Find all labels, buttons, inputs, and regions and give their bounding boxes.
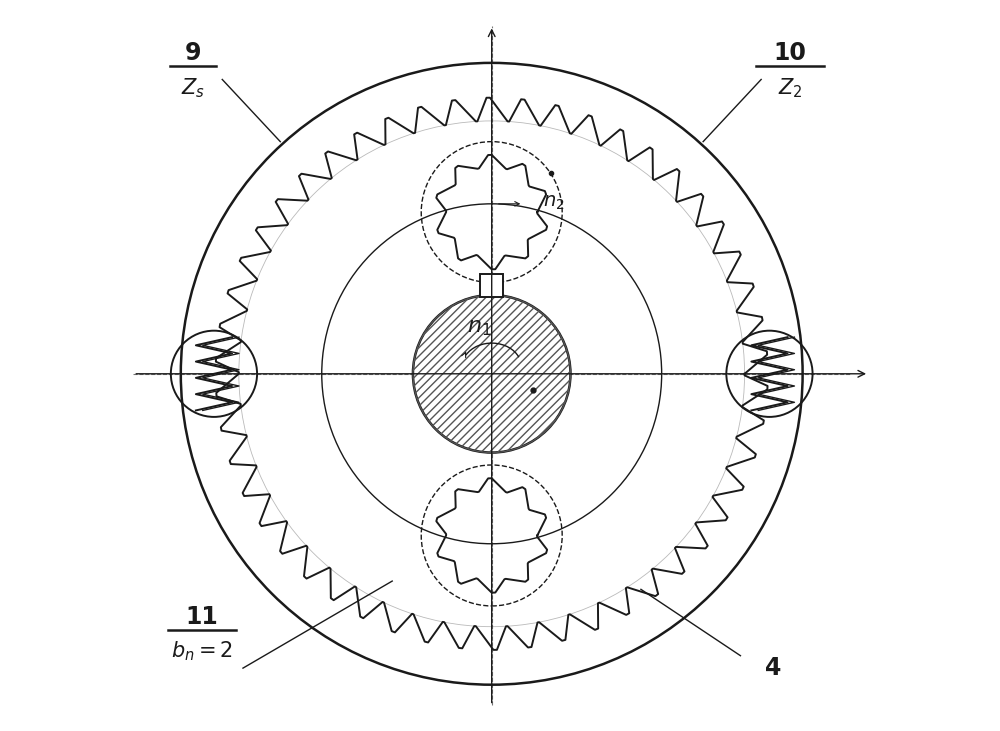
Text: $n_2$: $n_2$: [543, 193, 565, 212]
Text: 4: 4: [765, 656, 782, 680]
Text: 10: 10: [774, 41, 807, 65]
Text: $n_1$: $n_1$: [467, 318, 492, 338]
Circle shape: [413, 295, 570, 452]
Text: $b_n=2$: $b_n=2$: [171, 640, 232, 663]
Bar: [480, 274, 503, 298]
Text: 11: 11: [185, 605, 218, 629]
Text: $Z_s$: $Z_s$: [181, 76, 205, 99]
Text: $Z_2$: $Z_2$: [778, 76, 803, 99]
Text: 9: 9: [185, 41, 201, 65]
